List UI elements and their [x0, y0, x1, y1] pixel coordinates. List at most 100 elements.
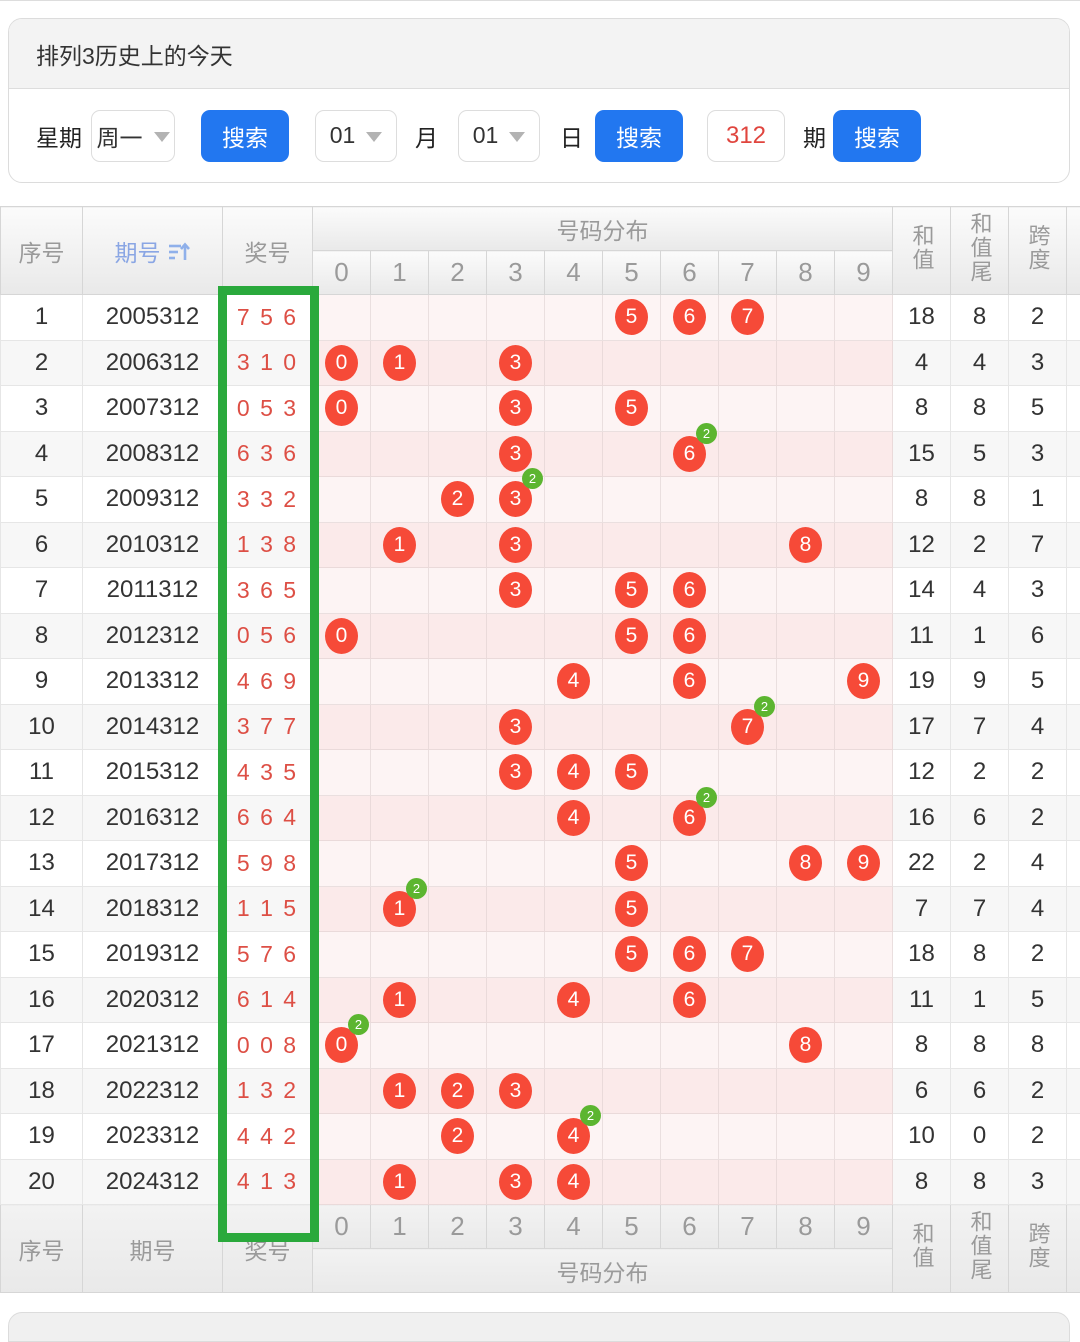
distribution-cell: 8 — [777, 1023, 835, 1069]
distribution-cell — [603, 1023, 661, 1069]
distribution-cell: 3 — [487, 1068, 545, 1114]
sum-tail-cell: 9 — [951, 659, 1009, 705]
issue-cell: 2018312 — [83, 886, 223, 932]
distribution-cell — [777, 295, 835, 341]
extra-cell — [1067, 522, 1080, 568]
week-select-value: 周一 — [97, 119, 143, 153]
span-cell: 5 — [1009, 659, 1067, 705]
distribution-cell — [661, 340, 719, 386]
distribution-cell — [429, 841, 487, 887]
distribution-cell: 0 — [313, 613, 371, 659]
search-panel: 排列3历史上的今天 星期 周一 搜索 01 月 01 日 搜索 期 搜索 — [8, 18, 1070, 183]
issue-input[interactable] — [707, 110, 785, 162]
digit-column-header: 0 — [313, 251, 371, 295]
distribution-cell — [719, 1159, 777, 1205]
digit-column-header: 7 — [719, 251, 777, 295]
number-ball: 6 — [673, 572, 706, 608]
extra-cell — [1067, 704, 1080, 750]
seq-cell: 11 — [1, 750, 83, 796]
sum-tail-cell: 4 — [951, 568, 1009, 614]
sum-tail-cell: 8 — [951, 477, 1009, 523]
sum-cell: 8 — [893, 1159, 951, 1205]
number-ball: 6 — [673, 982, 706, 1018]
number-ball: 4 — [557, 663, 590, 699]
col-header-issue-sortable[interactable]: 期号 — [83, 207, 223, 295]
number-ball: 5 — [615, 891, 648, 927]
seq-cell: 4 — [1, 431, 83, 477]
sum-tail-cell: 8 — [951, 1159, 1009, 1205]
distribution-cell — [777, 386, 835, 432]
number-ball: 6 — [673, 618, 706, 654]
distribution-cell — [719, 568, 777, 614]
week-search-button[interactable]: 搜索 — [201, 110, 289, 162]
prize-cell: 4 1 3 — [223, 1159, 313, 1205]
distribution-cell — [661, 522, 719, 568]
prize-cell: 1 3 8 — [223, 522, 313, 568]
distribution-cell — [371, 295, 429, 341]
day-select[interactable]: 01 — [458, 110, 540, 162]
distribution-cell — [603, 1068, 661, 1114]
issue-header-text: 期号 — [115, 240, 161, 266]
distribution-cell: 6 — [661, 977, 719, 1023]
month-select[interactable]: 01 — [315, 110, 397, 162]
issue-search-button[interactable]: 搜索 — [833, 110, 921, 162]
seq-cell: 6 — [1, 522, 83, 568]
number-ball: 2 — [441, 1073, 474, 1109]
digit-column-header: 6 — [661, 251, 719, 295]
distribution-cell — [487, 841, 545, 887]
distribution-cell — [545, 295, 603, 341]
distribution-cell — [371, 1114, 429, 1160]
col-header-span: 跨度 — [1009, 207, 1067, 295]
extra-cell — [1067, 659, 1080, 705]
distribution-cell — [487, 977, 545, 1023]
distribution-cell: 4 — [545, 795, 603, 841]
distribution-cell — [313, 886, 371, 932]
number-ball: 3 — [499, 709, 532, 745]
distribution-cell — [429, 977, 487, 1023]
number-ball: 5 — [615, 572, 648, 608]
number-ball: 9 — [847, 663, 880, 699]
distribution-cell — [371, 431, 429, 477]
distribution-cell — [487, 1023, 545, 1069]
distribution-cell — [371, 750, 429, 796]
digit-column-footer: 6 — [661, 1205, 719, 1249]
span-cell: 6 — [1009, 613, 1067, 659]
span-cell: 5 — [1009, 386, 1067, 432]
distribution-cell — [835, 1068, 893, 1114]
distribution-cell — [777, 613, 835, 659]
span-cell: 3 — [1009, 1159, 1067, 1205]
sum-tail-cell: 7 — [951, 886, 1009, 932]
footer-prize: 奖号 — [223, 1205, 313, 1293]
distribution-cell — [719, 613, 777, 659]
extra-cell — [1067, 1068, 1080, 1114]
number-ball: 5 — [615, 299, 648, 335]
distribution-cell — [313, 659, 371, 705]
distribution-cell — [313, 1159, 371, 1205]
distribution-cell — [719, 386, 777, 432]
number-ball: 3 — [499, 572, 532, 608]
distribution-cell: 5 — [603, 613, 661, 659]
distribution-cell — [313, 750, 371, 796]
week-select[interactable]: 周一 — [91, 110, 175, 162]
sum-tail-cell: 8 — [951, 386, 1009, 432]
distribution-cell: 2 — [429, 1068, 487, 1114]
span-cell: 4 — [1009, 704, 1067, 750]
number-ball: 1 — [383, 527, 416, 563]
span-cell: 4 — [1009, 886, 1067, 932]
distribution-cell: 1 — [371, 1159, 429, 1205]
date-search-button[interactable]: 搜索 — [595, 110, 683, 162]
issue-cell: 2024312 — [83, 1159, 223, 1205]
span-cell: 8 — [1009, 1023, 1067, 1069]
number-ball: 2 — [441, 1118, 474, 1154]
span-cell: 3 — [1009, 431, 1067, 477]
extra-cell — [1067, 932, 1080, 978]
digit-column-header: 8 — [777, 251, 835, 295]
